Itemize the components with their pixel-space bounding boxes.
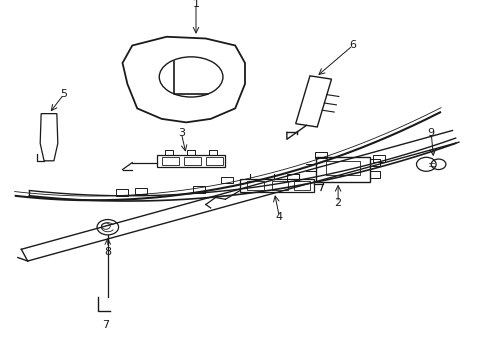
Bar — [373, 155, 385, 162]
Text: 3: 3 — [178, 128, 185, 138]
Text: 2: 2 — [335, 198, 342, 208]
Bar — [316, 157, 370, 182]
Bar — [315, 152, 327, 158]
Bar — [206, 157, 223, 165]
Text: 4: 4 — [276, 212, 283, 222]
Bar — [294, 181, 310, 190]
Text: 7: 7 — [102, 320, 109, 330]
Bar — [247, 181, 264, 190]
Text: 6: 6 — [349, 40, 356, 50]
Bar — [116, 189, 128, 196]
Text: 1: 1 — [193, 0, 199, 9]
Bar — [240, 179, 314, 192]
Bar — [287, 174, 299, 181]
Text: 9: 9 — [428, 128, 435, 138]
Bar — [272, 181, 288, 190]
Bar — [326, 161, 360, 175]
Text: 5: 5 — [60, 89, 67, 99]
Bar — [157, 154, 225, 167]
Text: 8: 8 — [104, 247, 111, 257]
Bar — [135, 188, 147, 194]
Bar — [184, 157, 201, 165]
Bar — [221, 177, 233, 183]
Bar — [162, 157, 179, 165]
Bar — [193, 186, 205, 193]
